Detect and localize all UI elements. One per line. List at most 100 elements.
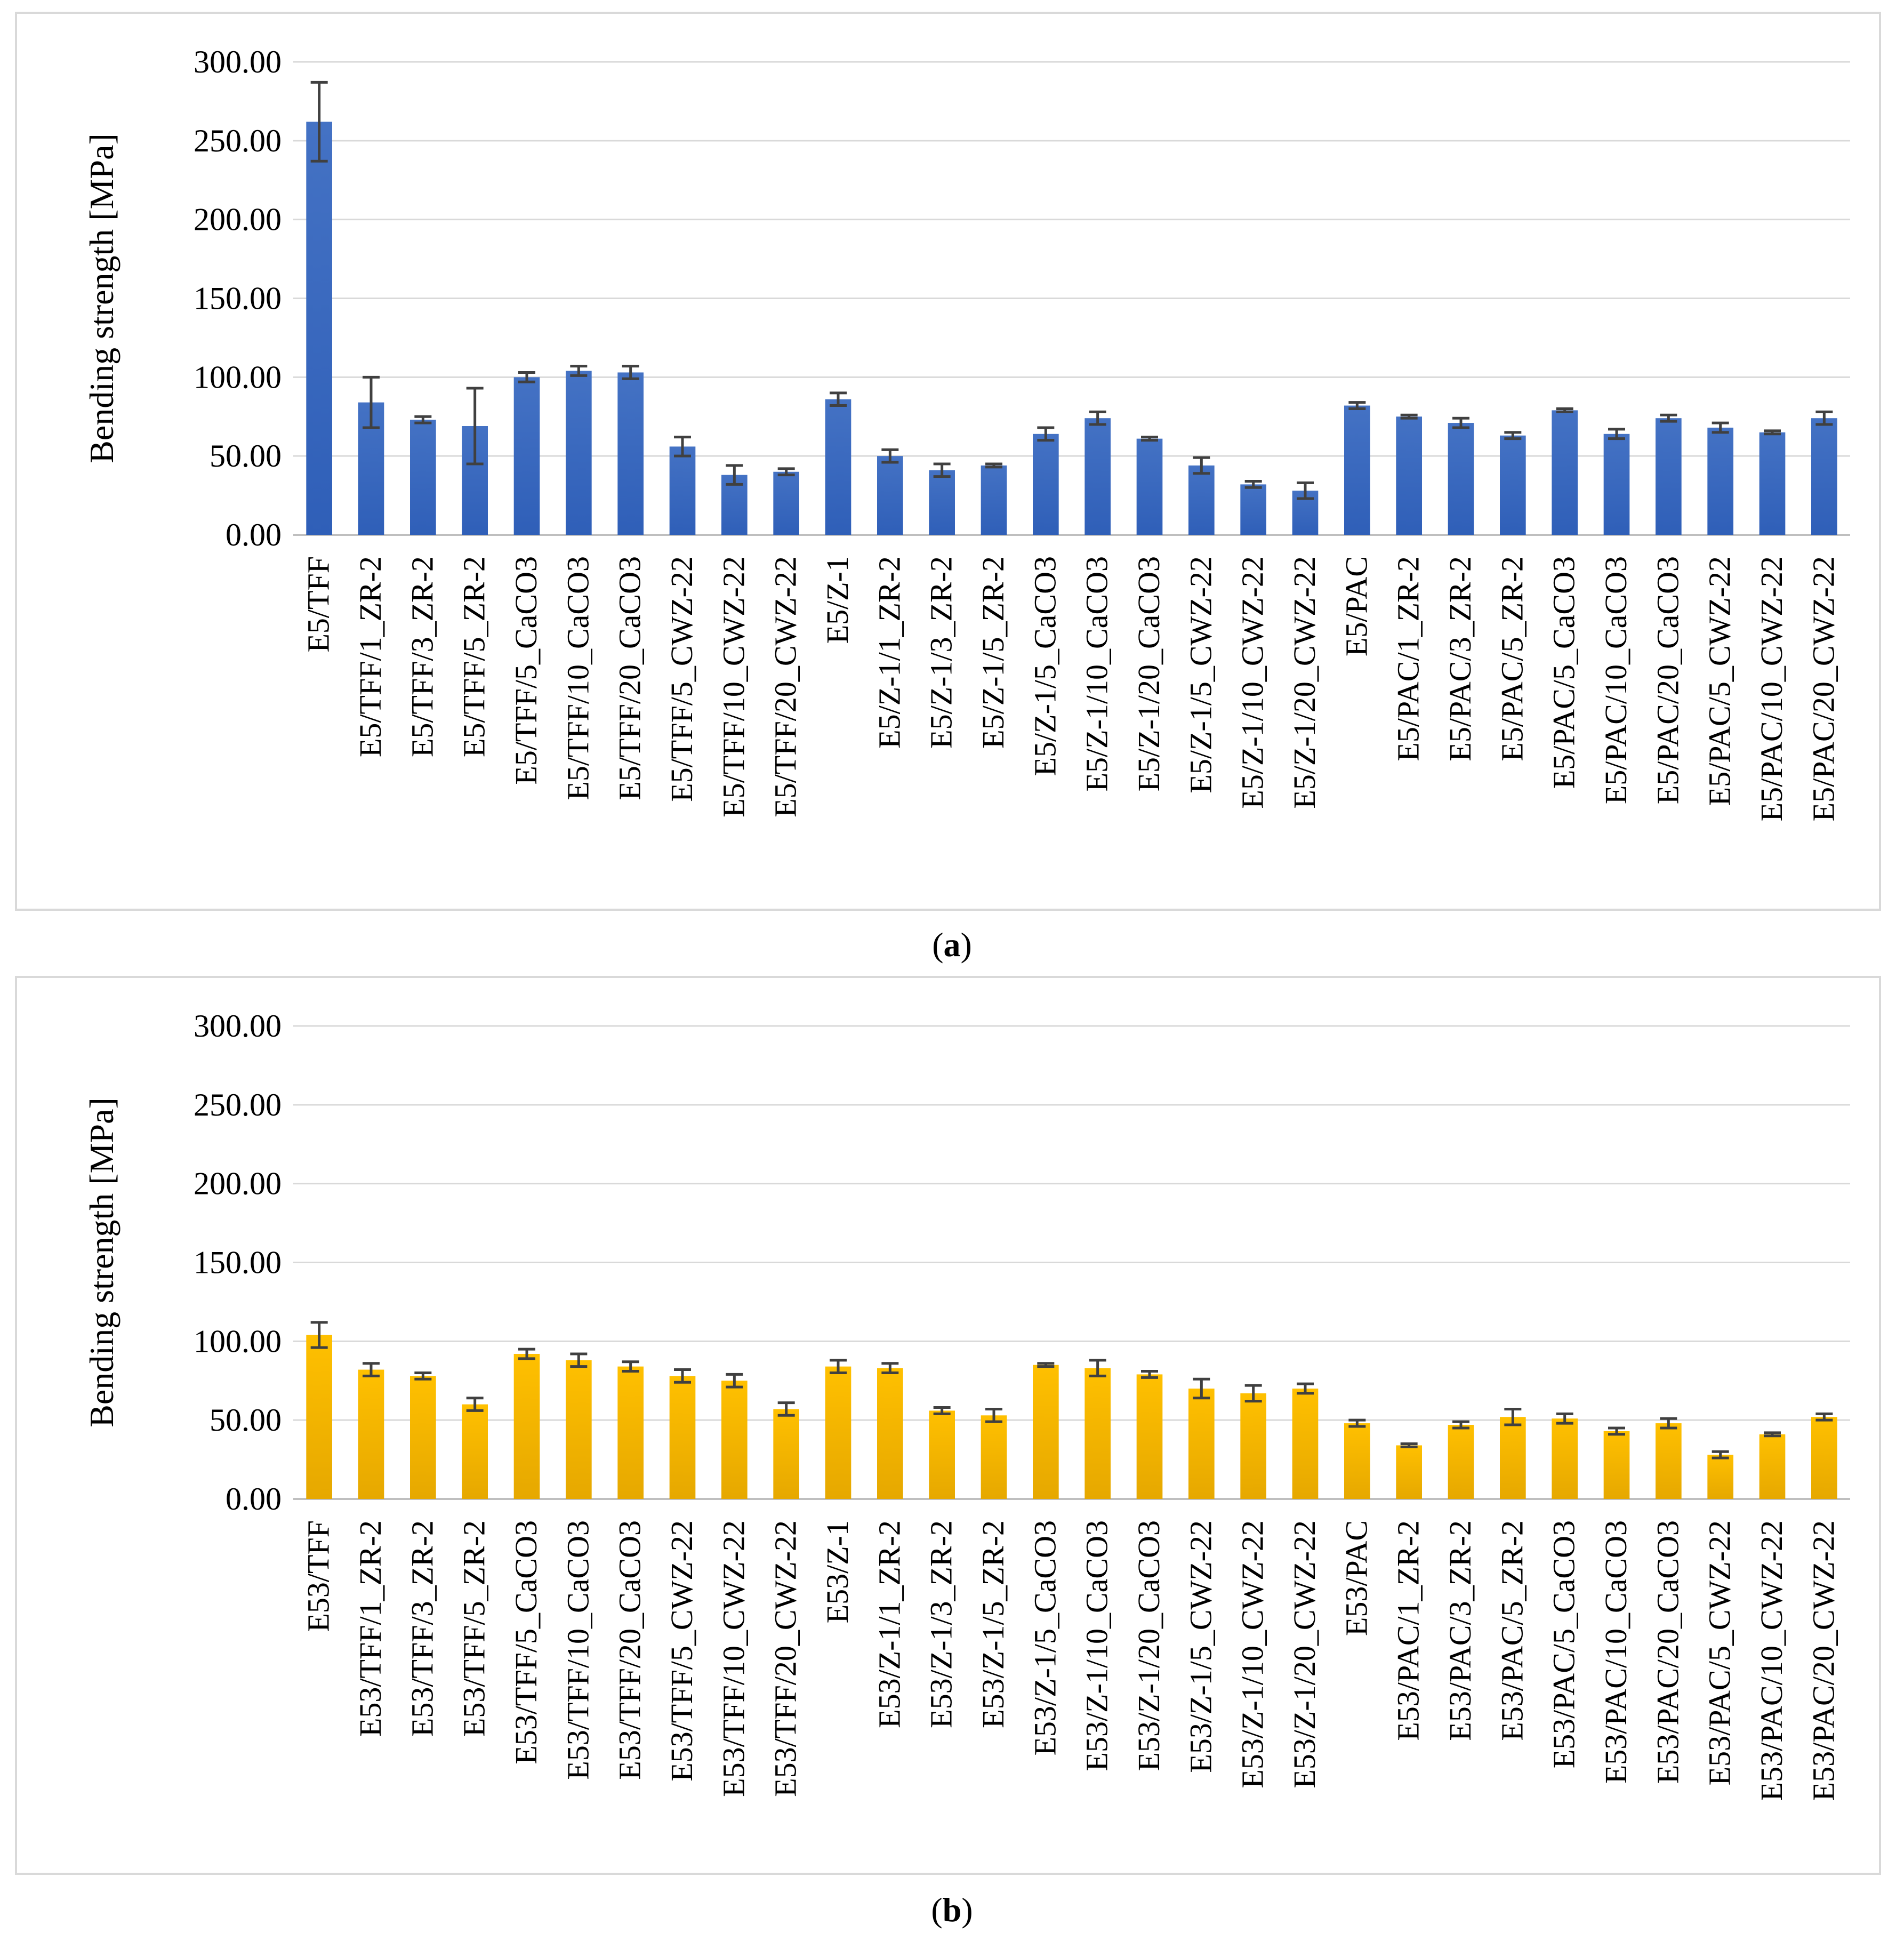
x-category-label: E5/PAC/10_CaCO3 [1598, 556, 1633, 804]
bar [1344, 405, 1370, 535]
x-category-label: E53/PAC/5_ZR-2 [1495, 1520, 1529, 1741]
bar [566, 371, 592, 535]
bar [1500, 1417, 1526, 1499]
x-category-label: E5/Z-1/5_CaCO3 [1027, 556, 1062, 776]
bar [566, 1360, 592, 1499]
x-category-label: E53/PAC/10_CaCO3 [1598, 1520, 1633, 1784]
panel-b-caption: (b) [931, 1891, 973, 1929]
x-category-label: E53/Z-1/20_CaCO3 [1131, 1520, 1166, 1771]
bar [410, 1376, 436, 1499]
bar [358, 1369, 384, 1499]
x-category-label: E5/TFF [301, 556, 336, 653]
bar [1552, 1418, 1578, 1499]
panel-a-caption: (a) [932, 926, 972, 964]
bar [1396, 416, 1422, 535]
x-category-label: E53/PAC/20_CWZ-22 [1806, 1520, 1841, 1801]
bar [825, 1366, 851, 1499]
x-category-label: E5/PAC/20_CWZ-22 [1806, 556, 1841, 821]
bar [1136, 438, 1163, 535]
bar [929, 1410, 955, 1499]
x-category-label: E5/PAC/5_ZR-2 [1495, 556, 1529, 761]
bar [1448, 1425, 1474, 1499]
bar [462, 1404, 488, 1499]
y-tick-label: 100.00 [194, 1324, 282, 1359]
x-category-label: E5/TFF/1_ZR-2 [353, 556, 388, 757]
x-category-label: E53/TFF/20_CWZ-22 [768, 1520, 803, 1797]
y-axis-title: Bending strength [MPa] [83, 1097, 120, 1427]
bar [1656, 1423, 1682, 1499]
x-category-label: E53/TFF/20_CaCO3 [613, 1520, 647, 1780]
y-tick-label: 150.00 [194, 281, 282, 316]
x-category-label: E53/PAC/5_CaCO3 [1547, 1520, 1581, 1768]
x-category-label: E53/TFF/3_ZR-2 [405, 1520, 439, 1737]
bar [1240, 1393, 1266, 1499]
y-tick-label: 0.00 [226, 517, 282, 552]
bar [1292, 1389, 1319, 1499]
x-category-label: E53/Z-1/20_CWZ-22 [1287, 1520, 1322, 1788]
y-tick-label: 50.00 [210, 1402, 282, 1438]
x-category-label: E53/PAC/3_ZR-2 [1443, 1520, 1477, 1741]
bar [1603, 434, 1630, 535]
x-category-label: E53/PAC/10_CWZ-22 [1754, 1520, 1789, 1801]
x-category-label: E5/PAC/5_CWZ-22 [1702, 556, 1737, 806]
bar [721, 1381, 748, 1499]
x-category-label: E5/Z-1/5_CWZ-22 [1183, 556, 1218, 793]
bar [1759, 1434, 1786, 1499]
x-category-label: E5/Z-1/10_CWZ-22 [1235, 556, 1270, 809]
bar [877, 1368, 903, 1499]
bar [1344, 1423, 1370, 1499]
x-category-label: E53/PAC/20_CaCO3 [1650, 1520, 1685, 1784]
bar [1500, 435, 1526, 535]
x-category-label: E5/PAC/3_ZR-2 [1443, 556, 1477, 761]
x-category-label: E5/Z-1/5_ZR-2 [976, 556, 1010, 749]
bar [1084, 418, 1111, 535]
x-category-label: E53/TFF/10_CaCO3 [560, 1520, 595, 1780]
bar [877, 456, 903, 535]
bar [1240, 484, 1266, 535]
y-tick-label: 200.00 [194, 202, 282, 237]
x-category-label: E5/PAC/1_ZR-2 [1391, 556, 1426, 761]
x-category-label: E53/TFF/1_ZR-2 [353, 1520, 388, 1737]
bar-chart-a: 0.00 50.00 100.00 150.00 200.00 250.00 300.00 B… [83, 44, 1850, 821]
x-category-label: E5/TFF/5_CaCO3 [509, 556, 543, 785]
x-category-label: E5/Z-1/10_CaCO3 [1080, 556, 1114, 791]
bar [1188, 1389, 1215, 1499]
x-category-label: E5/PAC/5_CaCO3 [1547, 556, 1581, 789]
y-tick-label: 50.00 [210, 438, 282, 474]
x-category-label: E5/TFF/3_ZR-2 [405, 556, 439, 757]
bar [1811, 1417, 1837, 1499]
x-category-label: E53/TFF/10_CWZ-22 [716, 1520, 751, 1797]
bar [513, 377, 540, 535]
x-category-label: E5/Z-1 [820, 556, 855, 644]
x-category-label: E53/Z-1/3_ZR-2 [924, 1520, 959, 1728]
x-category-label: E53/Z-1/10_CaCO3 [1080, 1520, 1114, 1771]
bar [513, 1353, 540, 1499]
x-category-label: E53/PAC/5_CWZ-22 [1702, 1520, 1737, 1785]
bar [1033, 434, 1059, 535]
x-category-label: E53/PAC [1339, 1520, 1373, 1636]
x-category-label: E5/Z-1/20_CWZ-22 [1287, 556, 1322, 809]
bar [1188, 465, 1215, 535]
bar [1552, 410, 1578, 535]
x-category-label: E5/PAC [1339, 556, 1373, 656]
x-category-label: E53/Z-1/5_CaCO3 [1027, 1520, 1062, 1755]
bar [410, 420, 436, 535]
x-category-label: E5/PAC/20_CaCO3 [1650, 556, 1685, 804]
bar [1084, 1368, 1111, 1499]
x-category-label: E5/Z-1/3_ZR-2 [924, 556, 959, 749]
panel-b-caption-letter: b [942, 1891, 962, 1929]
panel-a-caption-letter: a [943, 926, 961, 964]
y-tick-label: 250.00 [194, 1087, 282, 1122]
x-category-label: E5/TFF/10_CWZ-22 [716, 556, 751, 817]
chart-panel-a-frame: 0.00 50.00 100.00 150.00 200.00 250.00 300.00 B… [15, 12, 1881, 911]
x-category-label: E5/Z-1/20_CaCO3 [1131, 556, 1166, 791]
y-tick-label: 150.00 [194, 1245, 282, 1280]
bar [306, 1335, 332, 1499]
x-category-label: E53/Z-1 [820, 1520, 855, 1623]
x-category-label: E5/TFF/20_CWZ-22 [768, 556, 803, 817]
chart-panel-b-frame: 0.00 50.00 100.00 150.00 200.00 250.00 300.00 B… [15, 976, 1881, 1875]
bar [1033, 1365, 1059, 1499]
bar [773, 1409, 799, 1499]
x-category-label: E53/Z-1/10_CWZ-22 [1235, 1520, 1270, 1788]
x-category-label: E53/Z-1/1_ZR-2 [872, 1520, 906, 1728]
